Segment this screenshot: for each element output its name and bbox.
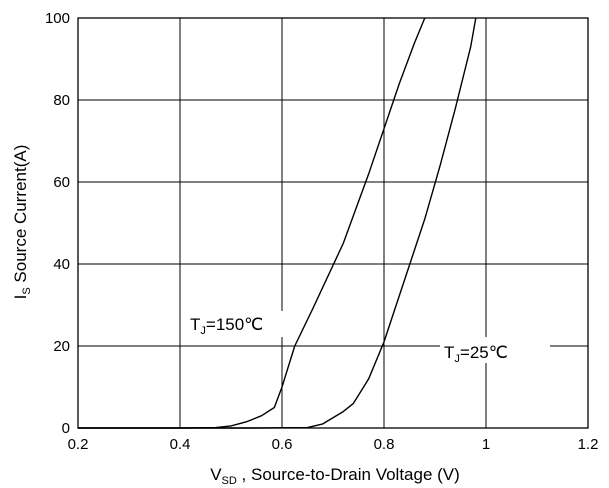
grid-lines: [77, 17, 589, 429]
annotation-25-bg: [440, 337, 550, 363]
x-tick-label-1: 0.4: [170, 436, 191, 453]
y-tick-label-4: 80: [53, 92, 70, 109]
x-tick-label-2: 0.6: [272, 436, 293, 453]
annotation-150c: TJ=150℃: [190, 315, 263, 337]
y-tick-labels: 0 20 40 60 80 100: [45, 10, 70, 437]
y-tick-label-5: 100: [45, 10, 70, 27]
series-line-0: [78, 17, 426, 429]
y-tick-label-1: 20: [53, 338, 70, 355]
y-tick-label-3: 60: [53, 174, 70, 191]
x-axis-title: VSD , Source-to-Drain Voltage (V): [210, 465, 460, 487]
y-tick-label-2: 40: [53, 256, 70, 273]
annotation-150-bg: [186, 311, 286, 337]
x-tick-label-5: 1.2: [578, 436, 599, 453]
y-axis-title: IS Source Current(A): [11, 145, 33, 300]
y-tick-label-0: 0: [62, 420, 70, 437]
plot-frame: [77, 17, 589, 429]
x-tick-label-3: 0.8: [374, 436, 395, 453]
series-lines: [78, 17, 477, 429]
series-line-1: [78, 17, 477, 429]
x-tick-label-4: 1: [482, 436, 490, 453]
annotation-25c: TJ=25℃: [444, 343, 508, 365]
x-tick-label-0: 0.2: [68, 436, 89, 453]
x-tick-labels: 0.2 0.4 0.6 0.8 1 1.2: [68, 436, 599, 453]
